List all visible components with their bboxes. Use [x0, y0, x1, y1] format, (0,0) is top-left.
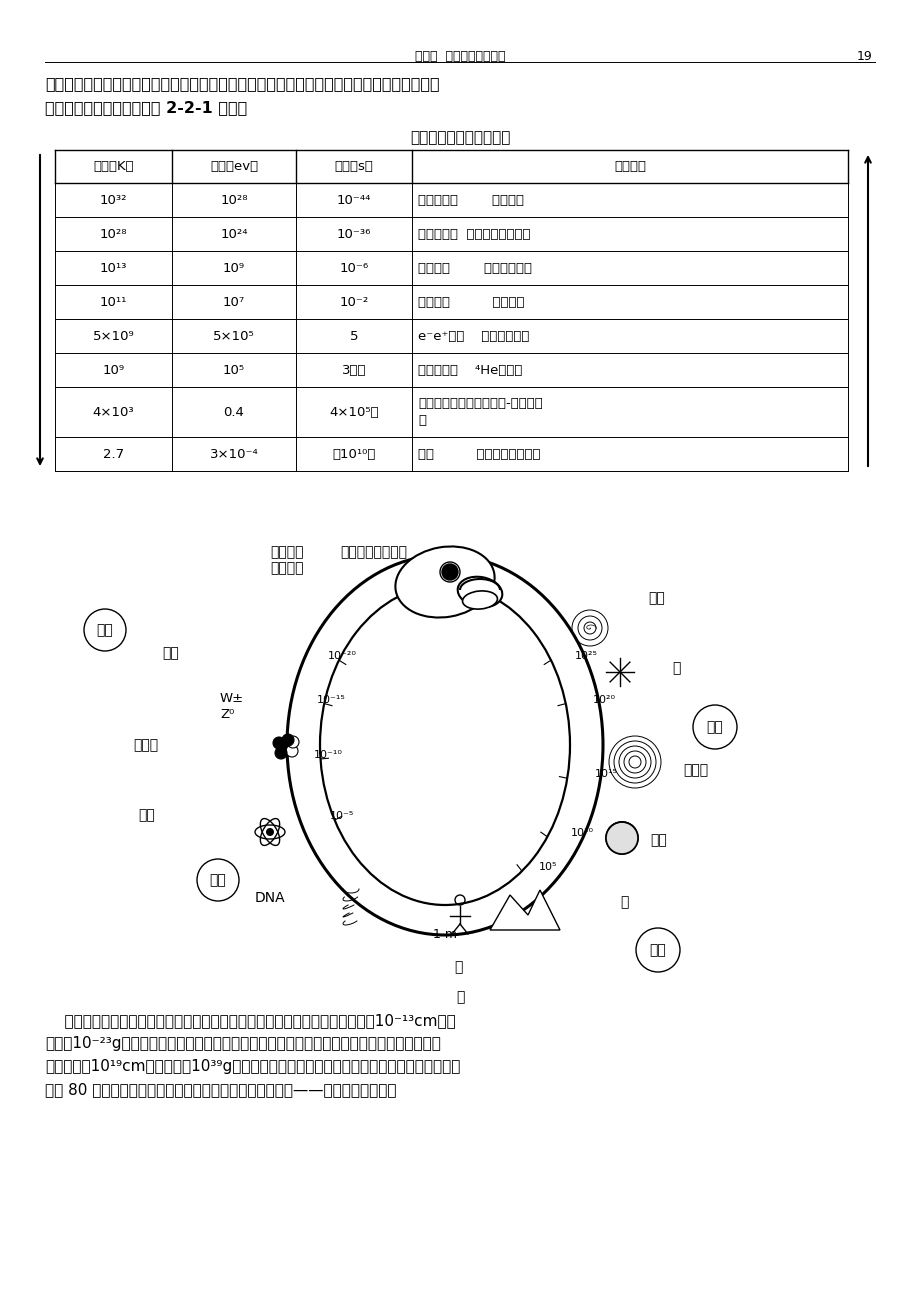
Text: 温度（K）: 温度（K）: [93, 160, 133, 173]
Text: 介观: 介观: [210, 874, 226, 887]
Text: 物理过程: 物理过程: [613, 160, 645, 173]
Text: 粒子物理: 粒子物理: [269, 562, 303, 575]
Text: 10¹⁵: 10¹⁵: [594, 770, 617, 779]
Circle shape: [275, 747, 287, 759]
Text: 粒子: 粒子: [162, 646, 178, 660]
Polygon shape: [490, 891, 560, 930]
Text: 地球: 地球: [650, 833, 666, 848]
Circle shape: [287, 736, 299, 748]
Text: 10⁵: 10⁵: [222, 364, 244, 377]
Text: 普郎克时代        粒子产生: 普郎克时代 粒子产生: [417, 194, 524, 207]
Text: 19: 19: [856, 49, 871, 62]
Text: 4×10³: 4×10³: [93, 406, 134, 419]
Text: 清晰完美地展现出来，如图 2-2-1 所示。: 清晰完美地展现出来，如图 2-2-1 所示。: [45, 100, 247, 114]
Text: 1 m: 1 m: [433, 928, 457, 941]
Text: 10²⁸: 10²⁸: [99, 227, 127, 240]
Text: 微观: 微观: [96, 623, 113, 637]
Text: 能量（ev）: 能量（ev）: [210, 160, 258, 173]
Ellipse shape: [457, 577, 502, 607]
Text: 表２－１宇宙演化时间表: 表２－１宇宙演化时间表: [409, 130, 510, 146]
Ellipse shape: [462, 592, 497, 610]
Text: 10⁻²: 10⁻²: [339, 295, 369, 308]
Text: 科从 80 年代初开始奇迹般地熔为一体，诞生了一门新科学——粒子天体物理学。: 科从 80 年代初开始奇迹般地熔为一体，诞生了一门新科学——粒子天体物理学。: [45, 1082, 396, 1097]
Text: 轻子时代          轻子过程: 轻子时代 轻子过程: [417, 295, 524, 308]
Text: 5: 5: [349, 329, 357, 342]
Text: 10¹¹: 10¹¹: [99, 295, 127, 308]
Text: 10²⁸: 10²⁸: [220, 194, 247, 207]
Text: 10²⁵: 10²⁵: [574, 651, 597, 662]
Text: 10⁻⁶: 10⁻⁶: [339, 261, 369, 274]
Text: 现在          人类进行科学实验: 现在 人类进行科学实验: [417, 447, 540, 460]
Text: 10⁻¹⁵: 10⁻¹⁵: [316, 694, 345, 705]
Text: 4×10⁵年: 4×10⁵年: [329, 406, 379, 419]
Text: 天体物理: 天体物理: [269, 545, 303, 559]
Circle shape: [273, 737, 285, 749]
Text: 分地体现了物理学的和谐、完美和对称。一位物理学家把物理学上的这种和谐、统一用一条龙: 分地体现了物理学的和谐、完美和对称。一位物理学家把物理学上的这种和谐、统一用一条…: [45, 75, 439, 91]
Text: 10⁻⁴⁴: 10⁻⁴⁴: [336, 194, 370, 207]
Text: 10⁹: 10⁹: [222, 261, 244, 274]
Text: 山: 山: [619, 894, 628, 909]
Text: 10⁹: 10⁹: [102, 364, 124, 377]
Text: 2.7: 2.7: [103, 447, 124, 460]
Text: 星: 星: [671, 660, 680, 675]
Text: 核合成时代    ⁴He等生成: 核合成时代 ⁴He等生成: [417, 364, 522, 377]
Text: 10³²: 10³²: [99, 194, 127, 207]
Text: 第二章  物理学的两个前沿: 第二章 物理学的两个前沿: [414, 49, 505, 62]
Text: 宏观: 宏观: [649, 942, 665, 957]
Circle shape: [282, 734, 294, 746]
Text: 10¹³: 10¹³: [99, 261, 127, 274]
Text: 大统一时代  重子不对称性产生: 大统一时代 重子不对称性产生: [417, 227, 530, 240]
Text: 3×10⁻⁴: 3×10⁻⁴: [210, 447, 258, 460]
Text: 星系: 星系: [647, 592, 664, 604]
Text: 时间（s）: 时间（s）: [335, 160, 373, 173]
Text: 5×10⁹: 5×10⁹: [93, 329, 134, 342]
Text: 10²⁴: 10²⁴: [220, 227, 247, 240]
Text: 10⁻²⁰: 10⁻²⁰: [328, 651, 357, 662]
Circle shape: [278, 741, 290, 753]
Text: 10⁵: 10⁵: [539, 862, 557, 872]
Text: 成: 成: [417, 413, 425, 426]
Circle shape: [441, 564, 458, 580]
Text: 5×10⁵: 5×10⁵: [213, 329, 255, 342]
Text: 10²⁰: 10²⁰: [592, 694, 615, 705]
Text: 量小于10⁻²³g，也称为微观物理学。天体物理研究的对象是宇宙间的星体乃至整个宇宙，其尺: 量小于10⁻²³g，也称为微观物理学。天体物理研究的对象是宇宙间的星体乃至整个宇…: [45, 1036, 440, 1050]
Text: 人: 人: [453, 959, 461, 974]
Text: 强子时代        大量强子产生: 强子时代 大量强子产生: [417, 261, 531, 274]
Text: 10⁻¹⁰: 10⁻¹⁰: [313, 750, 342, 760]
Text: 复合时代一中性原子生成-太阳系形: 复合时代一中性原子生成-太阳系形: [417, 396, 542, 410]
Text: e⁻e⁺湮灭    中子自由衰变: e⁻e⁺湮灭 中子自由衰变: [417, 329, 528, 342]
Text: 太阳系: 太阳系: [682, 763, 708, 777]
Text: ：10¹⁰年: ：10¹⁰年: [332, 447, 375, 460]
Circle shape: [286, 745, 298, 757]
Circle shape: [606, 822, 637, 854]
Text: 宇观: 宇观: [706, 720, 722, 734]
Text: 10⁷: 10⁷: [222, 295, 244, 308]
Text: 原子: 原子: [138, 809, 154, 822]
Text: 两大尖端紧密衔接: 两大尖端紧密衔接: [340, 545, 406, 559]
Ellipse shape: [395, 546, 494, 618]
Text: 10¹⁰: 10¹⁰: [570, 828, 593, 837]
Text: 0.4: 0.4: [223, 406, 244, 419]
Text: 方兴未艾的粒子天体物理学。粒子物理学的研究对象是粒子，其尺度范围小于10⁻¹³cm，质: 方兴未艾的粒子天体物理学。粒子物理学的研究对象是粒子，其尺度范围小于10⁻¹³c…: [45, 1013, 455, 1028]
Text: 3分钟: 3分钟: [341, 364, 366, 377]
Text: 度范围大于10¹⁹cm，质量大于10³⁹g，也称为宇宙物理学。然而这两门研究对象完全不同的学: 度范围大于10¹⁹cm，质量大于10³⁹g，也称为宇宙物理学。然而这两门研究对象…: [45, 1060, 460, 1074]
Text: DNA: DNA: [255, 891, 285, 905]
Text: W±: W±: [220, 692, 244, 705]
Circle shape: [266, 828, 274, 836]
Text: 原子核: 原子核: [133, 738, 158, 751]
Text: 10⁻⁵: 10⁻⁵: [329, 811, 353, 822]
Text: 图: 图: [455, 991, 464, 1004]
Text: Z⁰: Z⁰: [220, 708, 234, 722]
Text: 10⁻³⁶: 10⁻³⁶: [336, 227, 370, 240]
